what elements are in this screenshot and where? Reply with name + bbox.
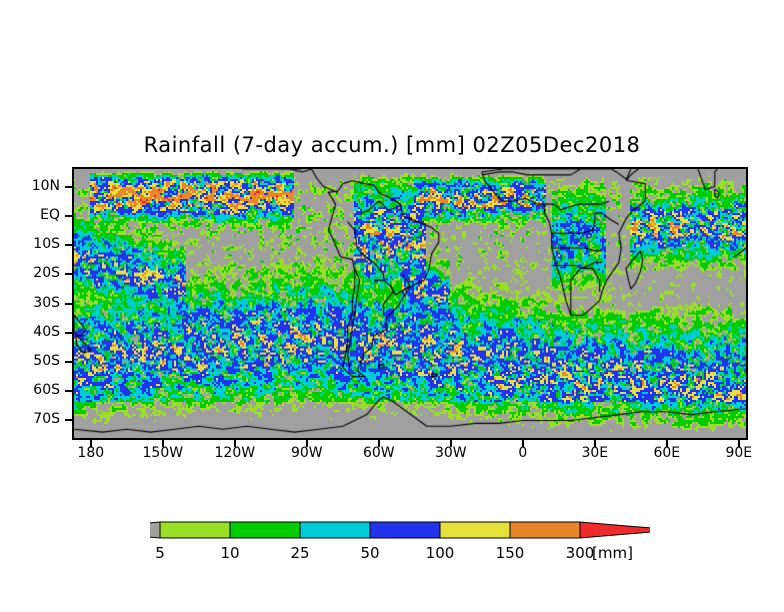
colorbar-swatch [229, 521, 301, 539]
x-tick-label: 180 [77, 445, 105, 461]
colorbar-tick-label: 10 [220, 544, 240, 562]
x-tick-mark [377, 440, 380, 447]
y-tick-mark [65, 419, 72, 422]
x-tick-mark [449, 440, 452, 447]
x-tick-label: 90W [290, 445, 323, 461]
colorbar-swatch [509, 521, 581, 539]
y-tick-mark [65, 331, 72, 334]
x-tick-mark [161, 440, 164, 447]
x-tick-label: 60E [653, 445, 681, 461]
colorbar-tick-label: 150 [495, 544, 525, 562]
x-tick-label: 120W [214, 445, 256, 461]
x-tick-mark [89, 440, 92, 447]
x-tick-label: 0 [518, 445, 528, 461]
x-tick-mark [737, 440, 740, 447]
y-tick-mark [65, 302, 72, 305]
x-tick-mark [233, 440, 236, 447]
colorbar-swatch [299, 521, 371, 539]
y-tick-label: 10S [33, 236, 60, 253]
y-tick-mark [65, 360, 72, 363]
x-tick-mark [305, 440, 308, 447]
x-tick-label: 30W [434, 445, 467, 461]
x-tick-label: 30E [581, 445, 609, 461]
y-tick-mark [65, 244, 72, 247]
y-tick-mark [65, 273, 72, 276]
y-tick-label: EQ [40, 206, 60, 223]
y-tick-label: 20S [33, 265, 60, 282]
colorbar-tick-label: 5 [155, 544, 165, 562]
x-tick-label: 90E [725, 445, 753, 461]
colorbar: [mm] 5 10 25 50 100 150 300 [0, 518, 784, 578]
colorbar-tick-label: 25 [290, 544, 310, 562]
x-tick-mark [521, 440, 524, 447]
y-tick-label: 40S [33, 323, 60, 340]
y-tick-label: 70S [33, 411, 60, 428]
colorbar-arrow-high [579, 521, 650, 539]
y-tick-label: 30S [33, 294, 60, 311]
x-tick-mark [593, 440, 596, 447]
x-tick-label: 60W [362, 445, 395, 461]
page-title: Rainfall (7-day accum.) [mm] 02Z05Dec201… [143, 133, 641, 157]
y-tick-label: 50S [33, 352, 60, 369]
colorbar-unit-label: [mm] [592, 544, 633, 562]
colorbar-swatches [150, 521, 650, 539]
y-tick-label: 10N [31, 177, 60, 194]
map-plot-area [72, 167, 748, 440]
colorbar-tick-label: 100 [425, 544, 455, 562]
x-tick-label: 150W [142, 445, 184, 461]
colorbar-tick-label: 50 [360, 544, 380, 562]
colorbar-swatch [369, 521, 441, 539]
coastline-overlay [74, 169, 746, 438]
x-tick-mark [665, 440, 668, 447]
colorbar-swatch [159, 521, 231, 539]
y-tick-label: 60S [33, 382, 60, 399]
y-tick-mark [65, 390, 72, 393]
y-tick-mark [65, 185, 72, 188]
y-tick-mark [65, 214, 72, 217]
colorbar-swatch [439, 521, 511, 539]
colorbar-tick-label: 300 [565, 544, 595, 562]
colorbar-arrow-low [150, 521, 161, 539]
